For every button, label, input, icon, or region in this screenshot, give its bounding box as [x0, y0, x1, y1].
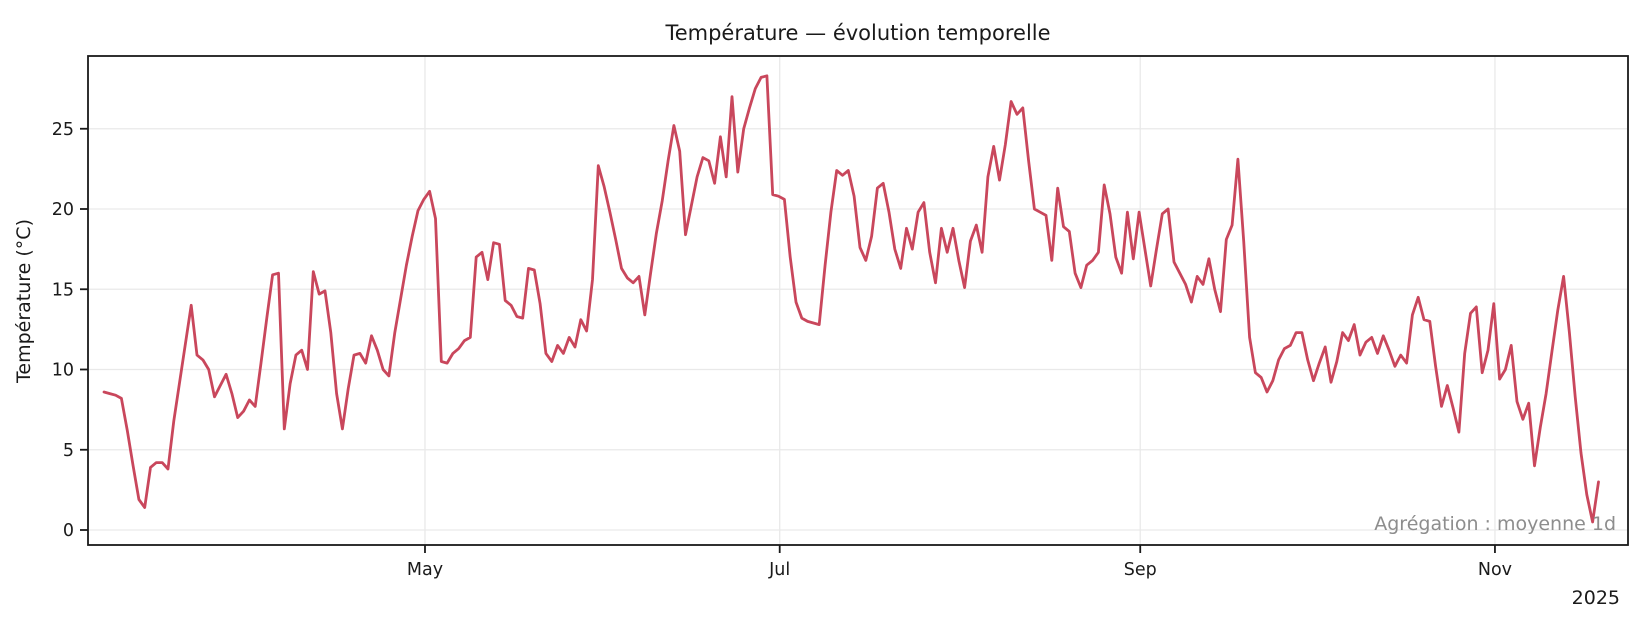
x-tick-label: Sep	[1124, 560, 1157, 580]
y-axis-label: Température (°C)	[13, 219, 35, 384]
grid-layer	[89, 57, 1627, 544]
y-tick-label: 0	[63, 521, 74, 541]
series-layer	[102, 74, 1600, 524]
chart-title: Température — évolution temporelle	[664, 21, 1050, 45]
x-tick-label: Jul	[768, 560, 790, 580]
y-tick-label: 10	[52, 361, 74, 381]
y-tick-label: 25	[52, 120, 74, 140]
x-tick-label: Nov	[1478, 560, 1512, 580]
tick-layer: 0 5 10 15 20 25 May Jul Sep Nov	[52, 120, 1512, 580]
temperature-series-line	[102, 74, 1600, 524]
aggregation-annotation: Agrégation : moyenne 1d	[1374, 513, 1616, 535]
y-tick-label: 5	[63, 441, 74, 461]
x-axis-year-label: 2025	[1572, 587, 1620, 609]
y-tick-label: 20	[52, 200, 74, 220]
y-tick-label: 15	[52, 280, 74, 300]
x-tick-label: May	[407, 560, 443, 580]
plot-frame	[87, 55, 1629, 546]
